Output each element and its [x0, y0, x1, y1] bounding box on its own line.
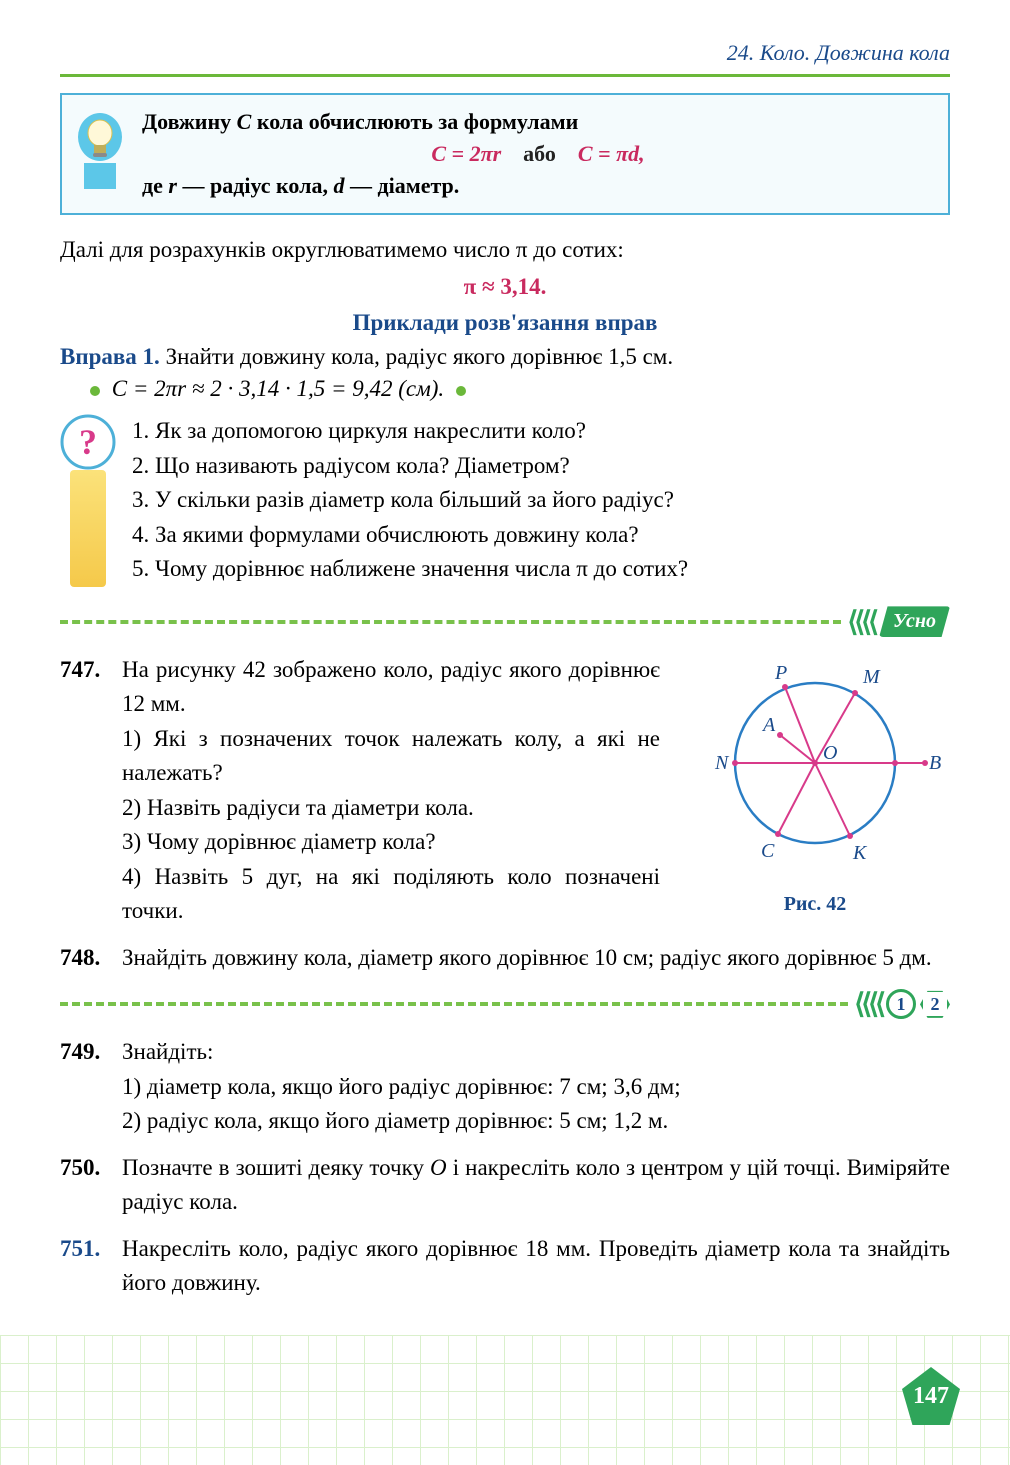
- page: 24. Коло. Довжина кола Довжину C кола об…: [0, 0, 1010, 1465]
- svg-text:P: P: [774, 662, 787, 684]
- chevrons-icon: ⟨⟨⟨⟨: [847, 605, 875, 639]
- svg-text:?: ?: [79, 422, 97, 462]
- ex747-item: 4) Назвіть 5 дуг, на які поділяють коло …: [122, 860, 660, 929]
- exercise-749: 749. Знайдіть: 1) діаметр кола, якщо йог…: [60, 1035, 950, 1139]
- question-icon: ?: [60, 414, 116, 470]
- exercise-text: Накресліть коло, радіус якого дорівнює 1…: [122, 1232, 950, 1301]
- rounding-text: Далі для розрахунків округлюватимемо чис…: [60, 233, 950, 266]
- header-rule: [60, 74, 950, 77]
- exercise-number: 748.: [60, 941, 122, 976]
- exercise-number: 747.: [60, 653, 122, 929]
- level-badge-2: 2: [920, 989, 950, 1019]
- figure-caption: Рис. 42: [680, 889, 950, 919]
- pi-approx: π ≈ 3,14.: [60, 274, 950, 300]
- exercise-number: 751.: [60, 1232, 122, 1301]
- text: Позначте в зошиті деяку точку: [122, 1155, 430, 1180]
- var-c: C: [237, 109, 252, 134]
- ex747-item: 1) Які з позначених точок належать колу,…: [122, 722, 660, 791]
- var-r: r: [168, 173, 177, 198]
- text: де: [142, 173, 168, 198]
- bullet-icon: [90, 386, 100, 396]
- formula-sep: або: [523, 141, 556, 166]
- text: кола обчислюють за формулами: [251, 109, 578, 134]
- chevrons-icon: ⟨⟨⟨⟨: [854, 987, 882, 1021]
- examples-header: Приклади розв'язання вправ: [60, 310, 950, 336]
- exercise-text: На рисунку 42 зображено коло, радіус яко…: [122, 653, 660, 929]
- formula-1: C = 2πr: [431, 141, 501, 166]
- dashes: [60, 1002, 848, 1006]
- example-calc: C = 2πr ≈ 2 · 3,14 · 1,5 = 9,42 (см).: [112, 376, 444, 401]
- question-item: 4. За якими формулами обчислюють довжину…: [132, 518, 950, 553]
- var-d: d: [333, 173, 344, 198]
- section-header: 24. Коло. Довжина кола: [60, 40, 950, 66]
- example-1-calc: C = 2πr ≈ 2 · 3,14 · 1,5 = 9,42 (см).: [60, 376, 950, 402]
- question-bar: [70, 470, 106, 587]
- svg-text:N: N: [714, 752, 730, 774]
- ex749-lead: Знайдіть:: [122, 1035, 950, 1070]
- divider-usno: ⟨⟨⟨⟨ Усно: [60, 605, 950, 639]
- svg-text:B: B: [929, 752, 941, 774]
- ex747-item: 2) Назвіть радіуси та діаметри кола.: [122, 791, 660, 826]
- svg-text:K: K: [852, 842, 868, 864]
- lightbulb-icon: [74, 109, 126, 189]
- exercise-750: 750. Позначте в зошиті деяку точку O і н…: [60, 1151, 950, 1220]
- ex749-item: 2) радіус кола, якщо його діаметр дорівн…: [122, 1104, 950, 1139]
- questions-block: ? 1. Як за допомогою циркуля накреслити …: [60, 414, 950, 587]
- circle-diagram: P M B K C N A O: [685, 653, 945, 873]
- formula-line2: C = 2πr або C = πd,: [142, 141, 934, 167]
- formula-line1: Довжину C кола обчислюють за формулами: [142, 109, 934, 135]
- question-item: 2. Що називають радіусом кола? Діаметром…: [132, 449, 950, 484]
- bullet-icon: [456, 386, 466, 396]
- svg-text:O: O: [823, 742, 837, 764]
- question-item: 5. Чому дорівнює наближене значення числ…: [132, 552, 950, 587]
- svg-text:C: C: [761, 840, 775, 862]
- ex749-item: 1) діаметр кола, якщо його радіус дорівн…: [122, 1070, 950, 1105]
- formula-line3: де r — радіус кола, d — діаметр.: [142, 173, 934, 199]
- exercise-751: 751. Накресліть коло, радіус якого дорів…: [60, 1232, 950, 1301]
- divider-levels: ⟨⟨⟨⟨ 1 2: [60, 987, 950, 1021]
- level-badge-1: 1: [886, 989, 916, 1019]
- badge-usno: Усно: [879, 606, 950, 637]
- formula-2: C = πd,: [578, 141, 645, 166]
- exercise-748: 748. Знайдіть довжину кола, діаметр яког…: [60, 941, 950, 976]
- dashes: [60, 620, 841, 624]
- question-item: 3. У скільки разів діаметр кола більший …: [132, 483, 950, 518]
- example-text: Знайти довжину кола, радіус якого дорівн…: [160, 344, 673, 369]
- var-o: O: [430, 1155, 447, 1180]
- grid-background: [0, 1335, 1010, 1465]
- exercise-text: Знайдіть довжину кола, діаметр якого дор…: [122, 941, 950, 976]
- exercise-number: 750.: [60, 1151, 122, 1220]
- ex747-item: 3) Чому дорівнює діаметр кола?: [122, 825, 660, 860]
- exercise-text: Знайдіть: 1) діаметр кола, якщо його рад…: [122, 1035, 950, 1139]
- text: — діаметр.: [344, 173, 459, 198]
- formula-box: Довжину C кола обчислюють за формулами C…: [60, 93, 950, 215]
- example-1: Вправа 1. Знайти довжину кола, радіус як…: [60, 344, 950, 370]
- text: — радіус кола,: [177, 173, 334, 198]
- ex747-intro: На рисунку 42 зображено коло, радіус яко…: [122, 653, 660, 722]
- svg-text:M: M: [862, 666, 881, 688]
- exercise-text: Позначте в зошиті деяку точку O і накрес…: [122, 1151, 950, 1220]
- text: Довжину: [142, 109, 237, 134]
- figure-42: P M B K C N A O Рис. 42: [680, 653, 950, 929]
- question-item: 1. Як за допомогою циркуля накреслити ко…: [132, 414, 950, 449]
- exercise-number: 749.: [60, 1035, 122, 1139]
- questions-list: 1. Як за допомогою циркуля накреслити ко…: [132, 414, 950, 587]
- exercise-747: 747. На рисунку 42 зображено коло, радіу…: [60, 653, 950, 929]
- example-label: Вправа 1.: [60, 344, 160, 369]
- svg-text:A: A: [761, 714, 776, 736]
